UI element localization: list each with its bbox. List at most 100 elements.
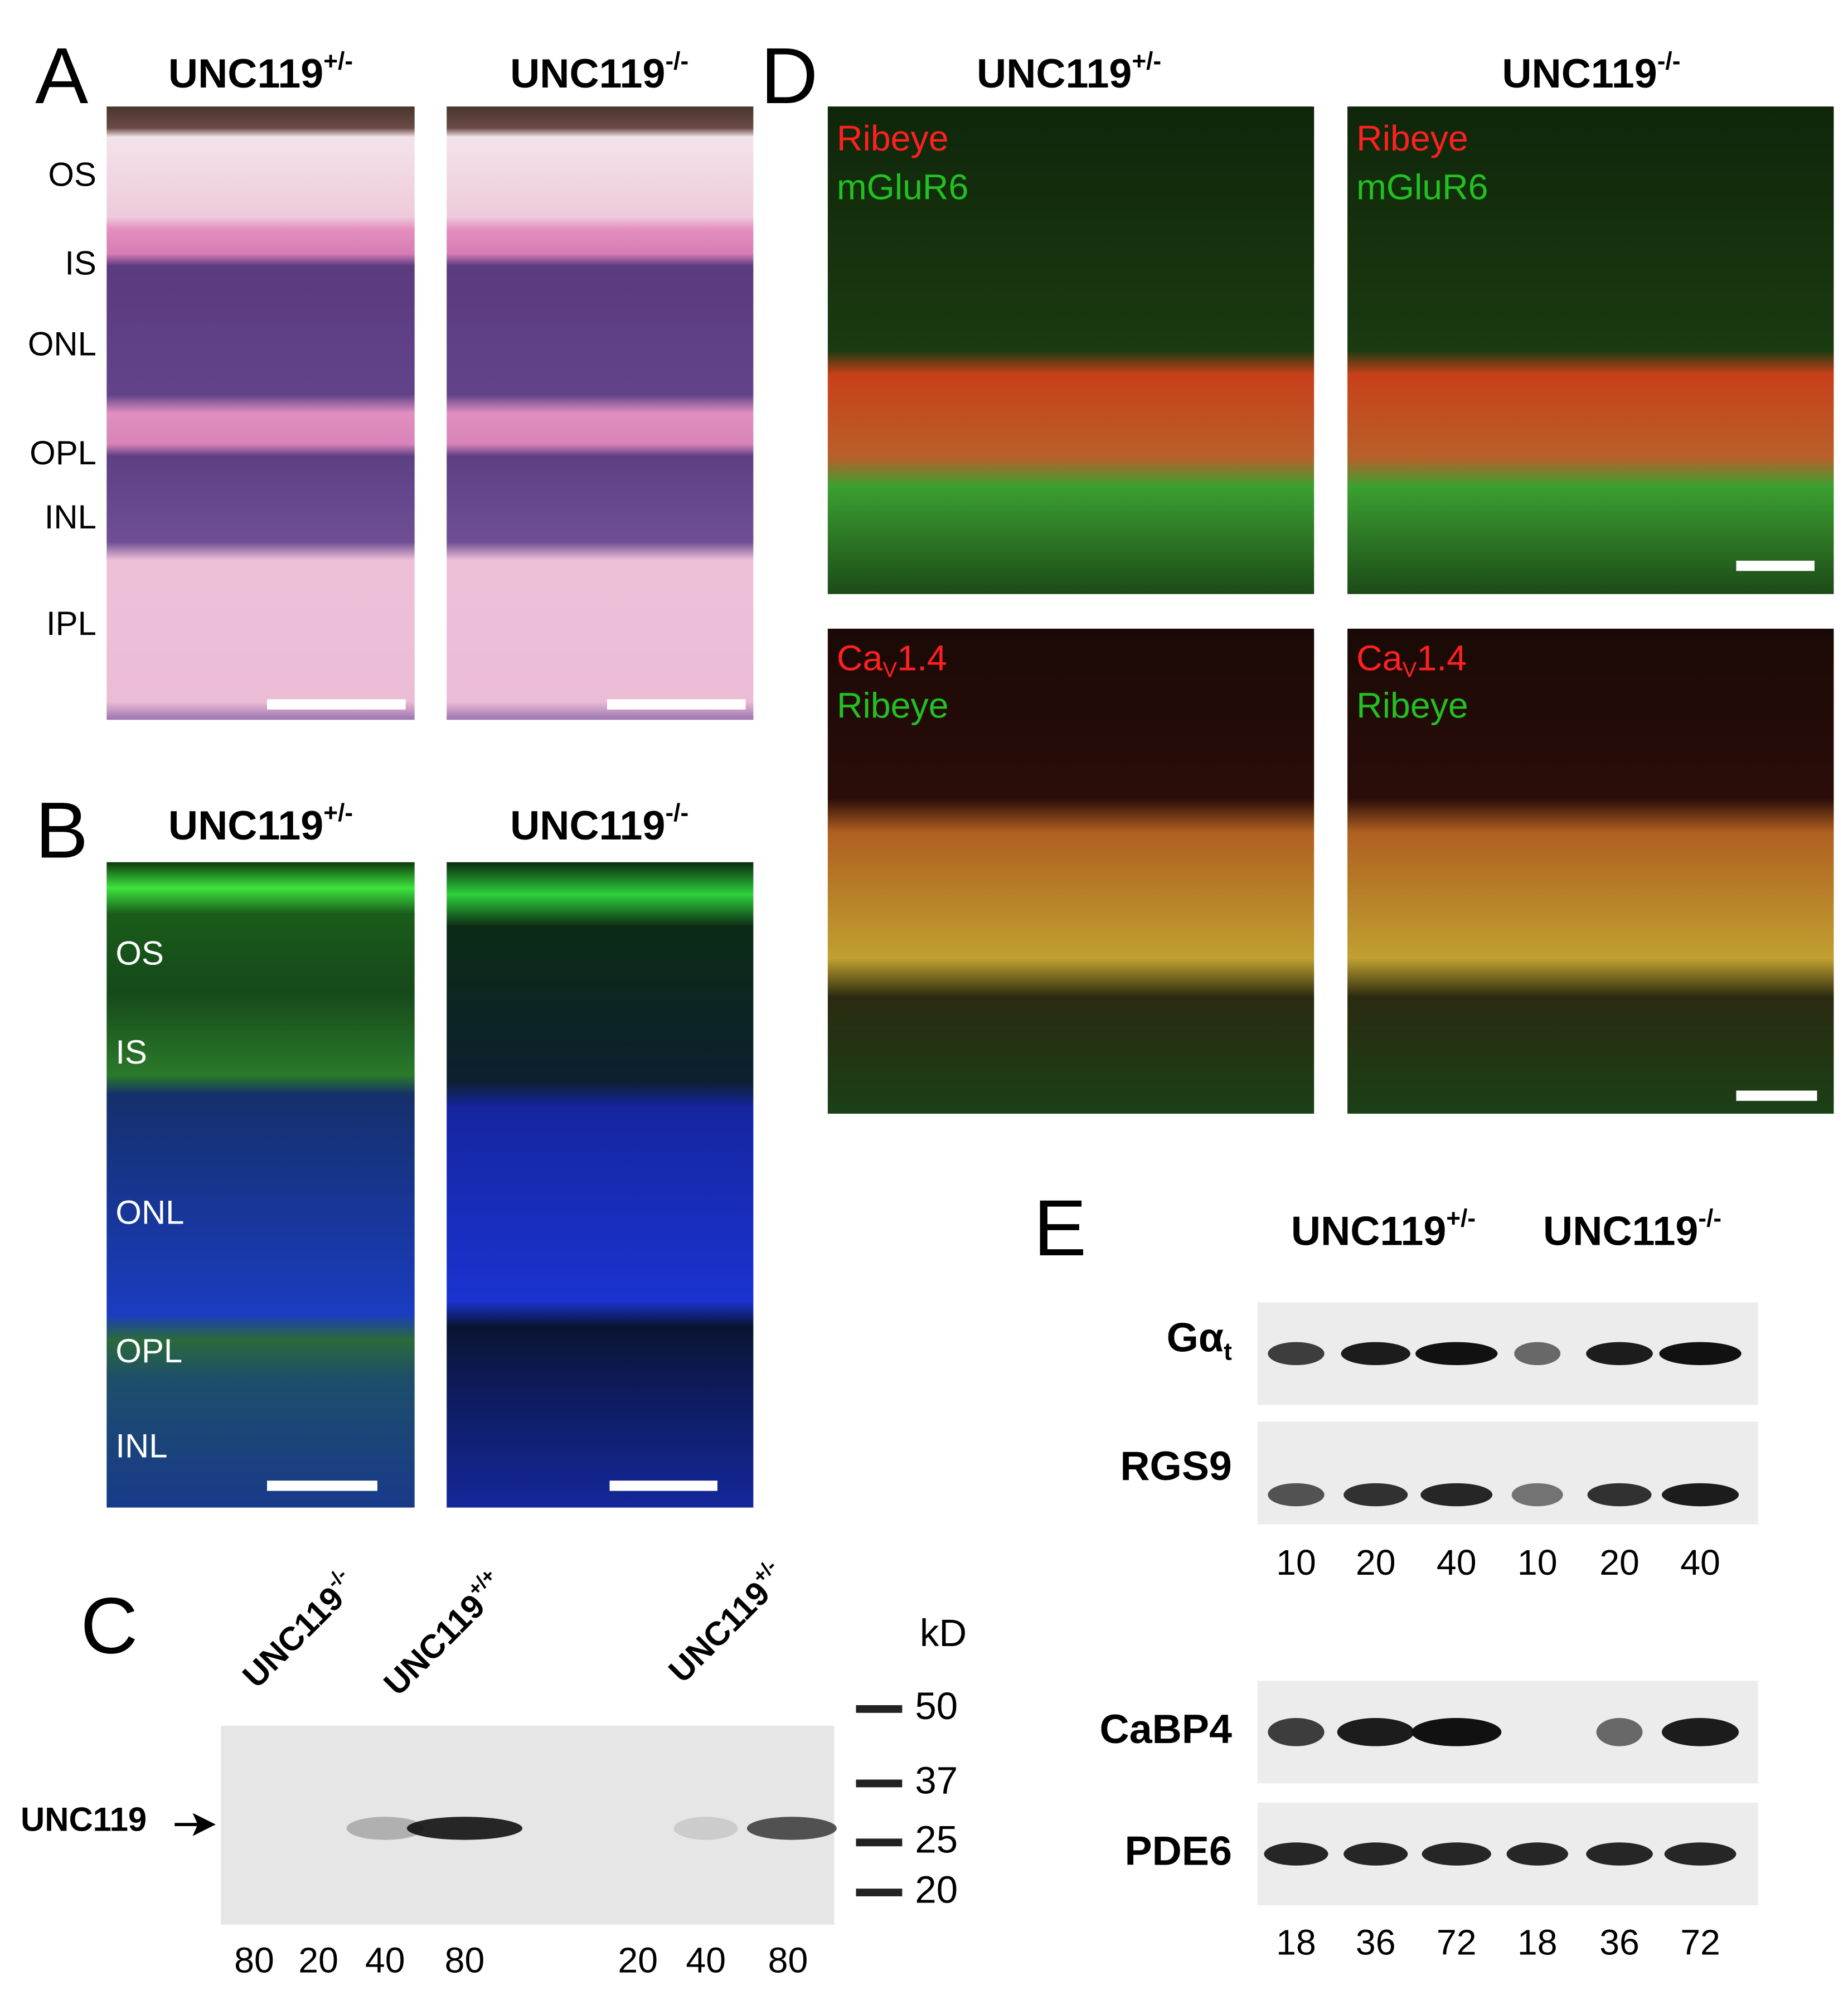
scale-bar: [607, 699, 746, 710]
blot-band: [746, 1817, 837, 1840]
stain-label-rest: 1.4: [1417, 638, 1467, 678]
layer-label: OPL: [30, 434, 96, 472]
blot-band: [1343, 1842, 1408, 1866]
blot-band: [1659, 1342, 1742, 1366]
scale-bar: [267, 1481, 377, 1491]
lane-label: 72: [1437, 1922, 1477, 1962]
blot-band: [1664, 1842, 1737, 1866]
row-label: PDE6: [1125, 1827, 1232, 1873]
lane-label: 40: [1680, 1542, 1720, 1583]
stain-label: Ribeye: [837, 686, 949, 726]
stain-label: mGluR6: [1356, 167, 1488, 207]
column-heading-sup: +/-: [1446, 1205, 1476, 1232]
column-heading-sup: +/-: [1132, 47, 1161, 75]
stain-label: Ribeye: [837, 118, 949, 158]
confocal-image: [1347, 106, 1834, 594]
panel-letter: B: [35, 786, 88, 875]
column-heading-base: UNC119: [1543, 1208, 1698, 1254]
marker-tick: [856, 1779, 903, 1788]
lane-label: 72: [1680, 1922, 1720, 1962]
stain-label: Ribeye: [1356, 686, 1468, 726]
column-heading-base: UNC119: [977, 51, 1132, 97]
lane-label: 80: [768, 1940, 808, 1981]
marker-tick: [856, 1889, 903, 1896]
lane-heading: UNC119-/-: [233, 1564, 364, 1695]
blot: [1257, 1421, 1758, 1525]
lane-label: 10: [1517, 1542, 1558, 1583]
blot-band: [1264, 1842, 1328, 1866]
column-heading-base: UNC119: [168, 802, 323, 848]
layer-label: ONL: [115, 1194, 184, 1231]
scale-bar: [1736, 560, 1815, 571]
stain-label-base: Ca: [837, 638, 883, 678]
fluor-image: [106, 862, 415, 1508]
layer-label: IS: [65, 244, 96, 281]
panel-letter: E: [1034, 1184, 1087, 1273]
column-heading: UNC119-/-: [1502, 47, 1680, 97]
blot-band: [1662, 1483, 1739, 1507]
marker-label: 20: [915, 1867, 958, 1911]
layer-label: OS: [115, 935, 163, 972]
blot-band: [1420, 1483, 1493, 1507]
blot-band: [1586, 1842, 1653, 1866]
lane-label: 18: [1276, 1922, 1316, 1962]
column-heading-base: UNC119: [510, 802, 665, 848]
fluor-image: [447, 862, 754, 1508]
unit-label: kD: [920, 1611, 967, 1654]
lane-label: 20: [618, 1940, 658, 1981]
blot-band: [1268, 1718, 1325, 1746]
arrow-head: [192, 1813, 216, 1836]
row-label-base: Gα: [1167, 1314, 1224, 1361]
lane-label: 80: [445, 1940, 485, 1981]
blot-band: [1514, 1342, 1561, 1366]
blot-band: [1415, 1342, 1498, 1366]
blot-band: [1586, 1342, 1653, 1366]
column-heading: UNC119+/-: [168, 47, 353, 97]
column-heading-sup: +/-: [323, 799, 353, 827]
confocal-image: [1347, 628, 1834, 1114]
lane-label: 40: [686, 1940, 726, 1981]
blot-band: [1587, 1483, 1652, 1507]
row-label-sub: t: [1224, 1338, 1232, 1365]
he-image: [447, 106, 754, 720]
scale-bar: [267, 699, 406, 710]
stain-label: CaV1.4: [1356, 638, 1467, 682]
column-heading: UNC119+/-: [1291, 1205, 1476, 1254]
layer-label: ONL: [28, 325, 96, 362]
panel-letter: C: [80, 1582, 138, 1671]
row-label: CaBP4: [1100, 1706, 1232, 1752]
lane-label: 40: [1437, 1542, 1477, 1583]
blot-band: [1511, 1483, 1563, 1507]
stain-label: CaV1.4: [837, 638, 947, 682]
column-heading-sup: -/-: [665, 799, 688, 827]
blot-band: [1506, 1842, 1568, 1866]
column-heading-base: UNC119: [510, 51, 665, 97]
lane-label: 20: [1356, 1542, 1396, 1583]
panel-letter: D: [760, 32, 818, 120]
lane-label: 40: [365, 1940, 405, 1981]
layer-label: INL: [115, 1427, 167, 1464]
stain-label: mGluR6: [837, 167, 968, 207]
stain-label-base: Ca: [1356, 638, 1403, 678]
column-heading: UNC119+/-: [977, 47, 1161, 97]
marker-label: 25: [915, 1818, 958, 1861]
column-heading: UNC119-/-: [1543, 1205, 1721, 1254]
blot: [221, 1725, 835, 1925]
lane-heading-base: UNC119: [376, 1587, 492, 1702]
blot-band: [1268, 1483, 1325, 1507]
lane-heading: UNC119+/-: [659, 1555, 794, 1690]
blot-band: [1662, 1718, 1739, 1746]
layer-label: OS: [48, 156, 96, 193]
lane-heading: UNC119+/+: [375, 1564, 513, 1702]
column-heading-sup: +/-: [323, 47, 353, 75]
lane-label: 20: [298, 1940, 338, 1981]
blot-band: [1412, 1718, 1502, 1746]
scale-bar: [609, 1481, 717, 1491]
layer-label: IS: [115, 1033, 147, 1071]
lane-heading-base: UNC119: [235, 1579, 351, 1695]
layer-label: INL: [45, 498, 96, 536]
lane-label: 80: [234, 1940, 274, 1981]
blot-band: [1337, 1718, 1414, 1746]
marker-label: 37: [915, 1759, 958, 1802]
column-heading-base: UNC119: [1291, 1208, 1446, 1254]
